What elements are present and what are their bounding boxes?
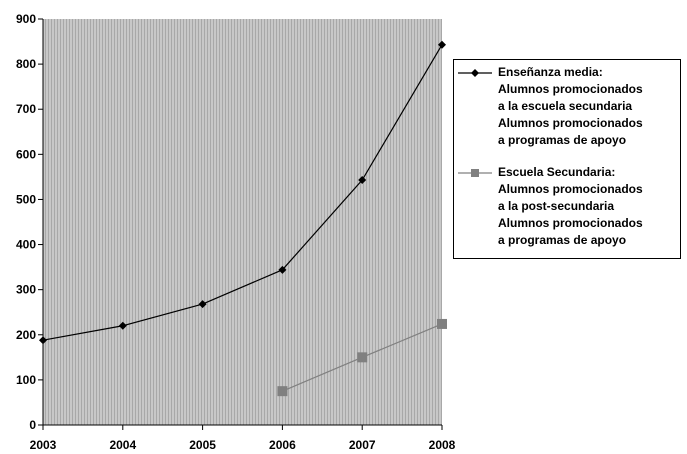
x-tick-label: 2005	[189, 438, 216, 452]
legend-series-2-line-1: Escuela Secundaria:	[498, 165, 616, 179]
series-1-point	[118, 321, 127, 330]
y-tick-label: 400	[16, 238, 36, 252]
x-tick-label: 2006	[269, 438, 296, 452]
series-2-point	[437, 318, 447, 329]
series-1-point	[198, 300, 207, 309]
legend-series-1-line-5: a programas de apoyo	[498, 133, 627, 147]
legend: Enseñanza media: Alumnos promocionados a…	[453, 59, 681, 259]
y-axis: 0 100 200 300 400 500 600 700 800 900	[16, 12, 44, 432]
x-tick-label: 2007	[349, 438, 376, 452]
series-1-point	[438, 40, 446, 49]
y-tick-label: 500	[16, 192, 36, 206]
y-tick-label: 800	[16, 57, 36, 71]
y-tick-label: 300	[16, 283, 36, 297]
series-2-point	[357, 352, 368, 363]
series-layer	[39, 40, 447, 397]
legend-series-2-line-5: a programas de apoyo	[498, 233, 627, 247]
legend-series-2-line-4: Alumnos promocionados	[498, 216, 643, 230]
series-1-point	[39, 336, 47, 345]
series-1-point	[358, 176, 367, 185]
x-tick-label: 2008	[429, 438, 456, 452]
plot-area	[43, 19, 442, 425]
legend-series-2-line-2: Alumnos promocionados	[498, 182, 643, 196]
legend-series-1-line-1: Enseñanza media:	[498, 65, 603, 79]
y-tick-label: 200	[16, 328, 36, 342]
x-axis: 2003 2004 2005 2006 2007 2008	[30, 424, 456, 452]
legend-symbol-series-2	[458, 169, 492, 177]
y-tick-label: 100	[16, 373, 36, 387]
x-tick-label: 2003	[30, 438, 57, 452]
legend-symbol-series-1	[458, 69, 492, 77]
legend-series-2-line-3: a la post-secundaria	[498, 199, 615, 213]
legend-series-1-line-2: Alumnos promocionados	[498, 82, 643, 96]
series-1-point	[278, 265, 287, 274]
y-tick-label: 900	[16, 12, 36, 26]
legend-series-1-line-4: Alumnos promocionados	[498, 116, 643, 130]
y-tick-label: 600	[16, 147, 36, 161]
x-tick-label: 2004	[109, 438, 136, 452]
y-tick-label: 700	[16, 102, 36, 116]
legend-series-1-line-3: a la escuela secundaria	[498, 99, 633, 113]
series-1-line	[42, 44, 443, 341]
y-tick-label: 0	[29, 418, 36, 432]
series-2-point	[277, 386, 288, 397]
